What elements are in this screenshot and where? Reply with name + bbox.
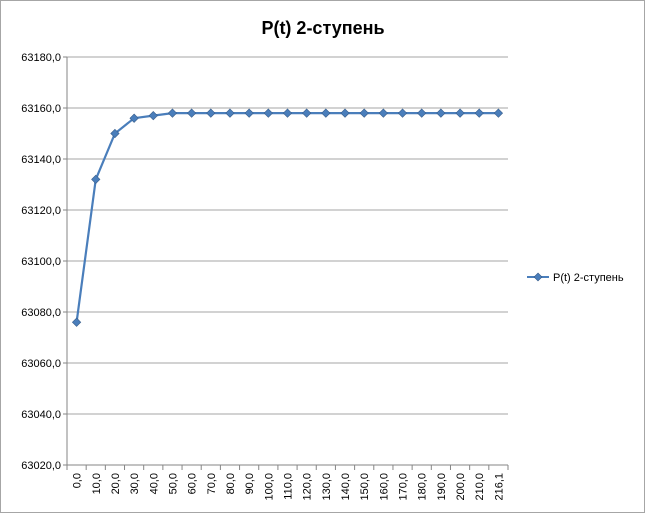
x-tick-label: 130,0	[321, 473, 333, 501]
legend: P(t) 2-ступень	[527, 272, 624, 284]
x-tick-label: 180,0	[417, 473, 429, 501]
y-tick-label: 63160,0	[21, 103, 61, 115]
x-tick-label: 100,0	[263, 473, 275, 501]
y-tick-label: 63020,0	[21, 460, 61, 472]
x-tick-label: 120,0	[302, 473, 314, 501]
data-point-marker	[321, 108, 331, 118]
series-group	[71, 108, 504, 327]
x-tick-label: 10,0	[91, 473, 103, 494]
data-point-marker	[148, 111, 158, 121]
legend-marker	[533, 272, 543, 282]
x-tick-label: 160,0	[378, 473, 390, 501]
data-point-marker	[206, 108, 216, 118]
series-line	[75, 111, 499, 323]
data-point-marker	[493, 108, 504, 118]
x-tick-label: 90,0	[244, 473, 256, 494]
data-point-marker	[225, 108, 235, 118]
y-tick-label: 63060,0	[21, 358, 61, 370]
y-tick-label: 63100,0	[21, 256, 61, 268]
data-point-marker	[91, 174, 101, 185]
x-tick-label: 190,0	[436, 473, 448, 501]
legend-label: P(t) 2-ступень	[553, 272, 624, 284]
data-point-marker	[436, 108, 446, 118]
x-axis-ticks: 0,0 10,0 20,0 30,0 40,0 50,0 60,0 70,0 80,0 90,0 1…	[72, 473, 506, 501]
x-tick-label: 20,0	[110, 473, 122, 494]
x-tick-label: 40,0	[148, 473, 160, 494]
data-point-marker	[244, 108, 254, 118]
x-tick-label: 140,0	[340, 473, 352, 501]
data-point-marker	[455, 108, 465, 118]
x-tick-label: 216,1	[493, 473, 505, 501]
data-point-marker	[167, 108, 178, 118]
data-point-marker	[474, 108, 484, 118]
x-tick-label: 150,0	[359, 473, 371, 501]
y-tick-label: 63120,0	[21, 205, 61, 217]
x-tick-label: 80,0	[225, 473, 237, 494]
y-tick-label: 63140,0	[21, 154, 61, 166]
gridlines	[67, 56, 508, 415]
x-tick-label: 170,0	[398, 473, 410, 501]
data-point-marker	[378, 108, 388, 118]
x-tick-label: 50,0	[167, 473, 179, 494]
x-tick-label: 60,0	[187, 473, 199, 494]
axes	[63, 56, 509, 470]
y-tick-label: 63040,0	[21, 409, 61, 421]
data-point-marker	[417, 108, 427, 118]
data-point-marker	[71, 317, 82, 327]
chart-title: P(t) 2-ступень	[261, 18, 384, 38]
x-tick-label: 210,0	[474, 473, 486, 501]
x-tick-label: 200,0	[455, 473, 467, 501]
y-axis-ticks: 63020,0 63040,0 63060,0 63080,0 63100,0 63120…	[21, 52, 61, 472]
data-point-marker	[282, 108, 293, 118]
data-point-marker	[110, 128, 120, 139]
y-tick-label: 63080,0	[21, 307, 61, 319]
x-tick-label: 0,0	[72, 473, 84, 488]
x-tick-label: 110,0	[283, 473, 295, 500]
data-point-marker	[129, 113, 139, 123]
x-tick-label: 30,0	[129, 473, 141, 494]
data-point-marker	[302, 108, 312, 118]
data-point-marker	[263, 108, 273, 118]
data-point-marker	[187, 108, 197, 118]
y-tick-label: 63180,0	[21, 52, 61, 64]
data-point-marker	[397, 108, 408, 118]
data-point-marker	[340, 108, 350, 118]
data-point-marker	[359, 108, 369, 118]
x-tick-label: 70,0	[206, 473, 218, 494]
